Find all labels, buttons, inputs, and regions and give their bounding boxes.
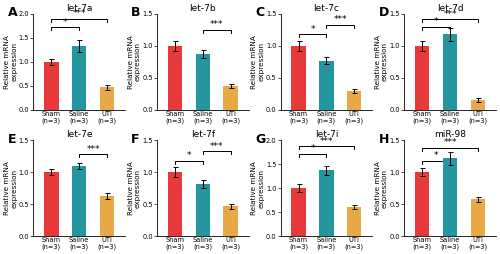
Title: let-7a: let-7a xyxy=(66,4,92,13)
Text: F: F xyxy=(132,133,140,146)
Text: D: D xyxy=(378,6,389,19)
Text: ***: *** xyxy=(444,10,457,19)
Bar xyxy=(347,91,362,110)
Bar xyxy=(443,34,457,110)
Bar xyxy=(319,170,334,236)
Bar xyxy=(443,158,457,236)
Bar xyxy=(196,184,210,236)
Bar xyxy=(44,62,59,110)
Title: let-7c: let-7c xyxy=(314,4,340,13)
Text: *: * xyxy=(434,151,438,160)
Text: C: C xyxy=(255,6,264,19)
Bar xyxy=(224,206,238,236)
Bar xyxy=(168,172,182,236)
Y-axis label: Relative mRNA
expression: Relative mRNA expression xyxy=(4,35,17,89)
Title: let-7i: let-7i xyxy=(314,131,338,139)
Text: *: * xyxy=(310,144,315,153)
Text: ***: *** xyxy=(210,20,224,29)
Text: B: B xyxy=(132,6,141,19)
Bar xyxy=(319,61,334,110)
Text: *: * xyxy=(310,25,315,34)
Text: ***: *** xyxy=(72,9,86,18)
Bar xyxy=(44,172,59,236)
Bar xyxy=(470,199,485,236)
Text: ***: *** xyxy=(444,138,457,147)
Text: ***: *** xyxy=(320,136,333,146)
Y-axis label: Relative mRNA
expression: Relative mRNA expression xyxy=(4,161,17,215)
Bar xyxy=(347,207,362,236)
Y-axis label: Relative mRNA
expression: Relative mRNA expression xyxy=(128,35,141,89)
Bar xyxy=(72,46,86,110)
Bar xyxy=(196,54,210,110)
Text: ***: *** xyxy=(86,145,100,154)
Bar xyxy=(292,46,306,110)
Y-axis label: Relative mRNA
expression: Relative mRNA expression xyxy=(375,161,388,215)
Bar xyxy=(72,166,86,236)
Title: let-7e: let-7e xyxy=(66,131,92,139)
Bar xyxy=(100,196,114,236)
Y-axis label: Relative mRNA
expression: Relative mRNA expression xyxy=(375,35,388,89)
Bar xyxy=(470,100,485,110)
Bar xyxy=(415,172,430,236)
Text: ***: *** xyxy=(210,142,224,151)
Text: *: * xyxy=(63,18,68,27)
Bar xyxy=(168,46,182,110)
Text: G: G xyxy=(255,133,265,146)
Title: let-7f: let-7f xyxy=(190,131,215,139)
Y-axis label: Relative mRNA
expression: Relative mRNA expression xyxy=(128,161,141,215)
Y-axis label: Relative mRNA
expression: Relative mRNA expression xyxy=(252,161,264,215)
Title: let-7d: let-7d xyxy=(436,4,464,13)
Bar xyxy=(292,188,306,236)
Text: H: H xyxy=(378,133,389,146)
Bar xyxy=(224,86,238,110)
Text: *: * xyxy=(186,151,191,160)
Bar xyxy=(415,46,430,110)
Text: *: * xyxy=(434,17,438,26)
Text: ***: *** xyxy=(334,15,347,24)
Bar xyxy=(100,87,114,110)
Text: E: E xyxy=(8,133,16,146)
Title: let-7b: let-7b xyxy=(190,4,216,13)
Y-axis label: Relative mRNA
expression: Relative mRNA expression xyxy=(252,35,264,89)
Text: A: A xyxy=(8,6,18,19)
Title: miR-98: miR-98 xyxy=(434,131,466,139)
